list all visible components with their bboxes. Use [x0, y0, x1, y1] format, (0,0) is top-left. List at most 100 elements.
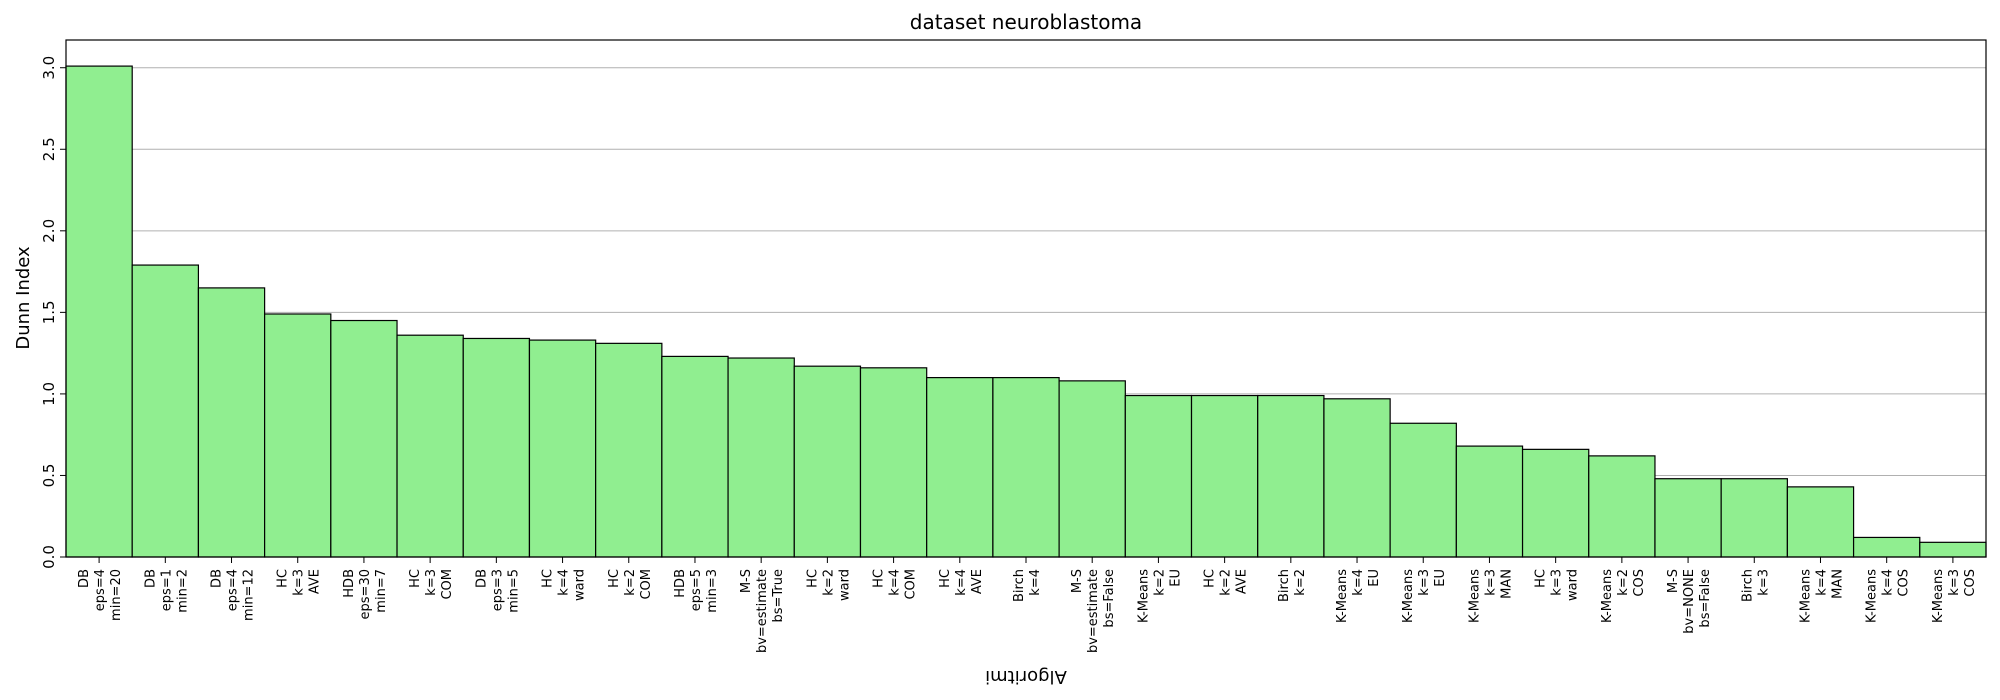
x-tick-label-line: k=3 [292, 569, 307, 596]
x-tick-label-line: k=3 [1756, 569, 1771, 596]
x-tick-label-line: k=3 [1550, 569, 1565, 596]
x-tick-label-line: k=4 [1881, 569, 1896, 596]
y-tick-label: 1.5 [40, 300, 58, 324]
x-tick-label-line: bs=True [771, 569, 786, 623]
bar [1389, 422, 1457, 558]
x-tick-label-line: k=2 [1219, 569, 1234, 596]
bar [595, 342, 663, 558]
x-tick-label-line: HC [1203, 569, 1218, 588]
y-tick-label: 2.0 [40, 219, 58, 243]
y-tick-label: 0.0 [40, 545, 58, 569]
x-tick-label-line: k=3 [1947, 569, 1962, 596]
x-tick-label-line: ward [1566, 569, 1581, 601]
x-tick-label-line: EU [1367, 569, 1382, 587]
x-tick-label-line: min=3 [705, 569, 720, 613]
bar [1323, 398, 1391, 558]
x-tick-label-line: DB [210, 569, 225, 588]
x-tick-label-line: k=2 [1293, 569, 1308, 596]
x-tick-label-line: MAN [1499, 569, 1514, 599]
x-tick-label-line: HC [607, 569, 622, 588]
bar [197, 287, 266, 558]
x-tick-label-line: HC [872, 569, 887, 588]
x-tick-label-line: DB [474, 569, 489, 588]
x-tick-label-line: eps=1 [159, 569, 174, 611]
bar [528, 339, 597, 558]
x-tick-label-line: K-Means [1931, 569, 1946, 623]
x-tick-label-line: M-S [739, 569, 754, 593]
y-tick-label: 1.0 [40, 382, 58, 406]
bar [1654, 478, 1722, 558]
x-tick-label-line: Birch [1012, 569, 1027, 602]
x-tick-label-line: k=4 [557, 569, 572, 596]
x-tick-label-line: DB [77, 569, 92, 588]
x-axis-ticks: DB eps=4 min=20 DB eps=1 min=2 DB eps=4 min=12 HC… [77, 557, 1978, 653]
x-tick-label-line: AVE [308, 569, 323, 594]
bars [65, 65, 1987, 558]
x-tick-label-line: eps=4 [226, 569, 241, 611]
x-tick-label-line: min=5 [506, 569, 521, 613]
x-tick-label-line: HC [276, 569, 291, 588]
x-tick-label-line: K-Means [1136, 569, 1151, 623]
bar [1257, 394, 1325, 558]
bar [1455, 445, 1524, 558]
bar [793, 365, 862, 558]
x-tick-label-line: HDB [342, 569, 357, 598]
bar [727, 357, 795, 558]
x-tick-label-line: HC [408, 569, 423, 588]
bar [65, 65, 133, 558]
x-tick-label-line: COM [639, 569, 654, 600]
x-tick-label-line: k=3 [424, 569, 439, 596]
x-tick-label-line: k=4 [954, 569, 969, 596]
x-tick-label-line: EU [1168, 569, 1183, 587]
x-tick-label-line: eps=4 [93, 569, 108, 611]
bar [1588, 455, 1656, 558]
x-tick-label-line: K-Means [1401, 569, 1416, 623]
bar [1919, 541, 1987, 558]
bar [264, 313, 332, 558]
x-tick-label-line: bs=False [1698, 569, 1713, 628]
x-tick-label-line: min=7 [374, 569, 389, 613]
bar [926, 376, 994, 558]
bar [661, 355, 729, 558]
plot-frame [65, 39, 1987, 558]
bar [462, 337, 531, 558]
x-tick-label-line: k=4 [1028, 569, 1043, 596]
bar [1190, 394, 1259, 558]
x-tick-label-line: k=4 [888, 569, 903, 596]
x-tick-label-line: k=4 [1351, 569, 1366, 596]
x-tick-label-line: EU [1433, 569, 1448, 587]
x-tick-label-line: Birch [1740, 569, 1755, 602]
x-tick-label-line: M-S [1666, 569, 1681, 593]
x-tick-label-line: COS [1963, 569, 1978, 597]
x-tick-label-line: bv=estimate [755, 569, 770, 653]
x-tick-label-line: eps=3 [490, 569, 505, 611]
x-tick-label-line: K-Means [1798, 569, 1813, 623]
x-tick-label-line: K-Means [1865, 569, 1880, 623]
x-tick-label-line: ward [837, 569, 852, 601]
x-tick-label-line: MAN [1830, 569, 1845, 599]
x-tick-label-line: min=20 [109, 569, 124, 621]
y-axis-ticks: 0.0 0.5 1.0 1.5 2.0 2.5 3.0 [40, 56, 66, 569]
y-tick-label: 0.5 [40, 464, 58, 488]
y-tick-label: 2.5 [40, 137, 58, 161]
x-tick-label-line: eps=5 [689, 569, 704, 611]
x-tick-label-line: eps=30 [358, 569, 373, 619]
x-tick-label-line: k=3 [1483, 569, 1498, 596]
x-tick-label-line: bv=estimate [1086, 569, 1101, 653]
x-tick-label-line: k=4 [1814, 569, 1829, 596]
x-tick-label-line: bs=False [1102, 569, 1117, 628]
x-axis-label: Algoritmi [985, 666, 1067, 687]
bar [859, 367, 928, 558]
x-tick-label-line: M-S [1070, 569, 1085, 593]
x-tick-label-line: k=2 [1616, 569, 1631, 596]
bar [1521, 448, 1590, 558]
x-tick-label-line: COS [1632, 569, 1647, 597]
x-tick-label-line: ward [573, 569, 588, 601]
x-tick-label-line: HC [541, 569, 556, 588]
bar [1124, 394, 1193, 558]
x-tick-label-line: K-Means [1600, 569, 1615, 623]
x-tick-label-line: AVE [1235, 569, 1250, 594]
x-tick-label-line: HC [1534, 569, 1549, 588]
bar [330, 319, 398, 558]
